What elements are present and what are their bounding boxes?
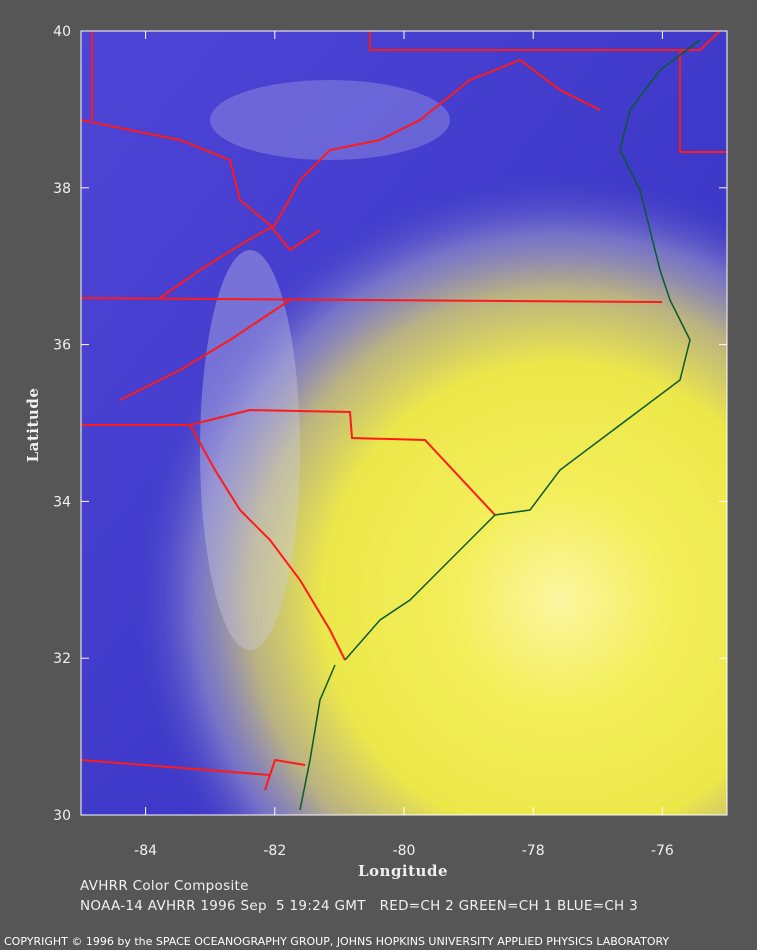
axes: -84 -82 -80 -78 -76 30 32 34 36 38 40: [53, 24, 727, 859]
y-tick-label: 32: [53, 651, 71, 667]
x-tick-label: -76: [651, 843, 674, 859]
y-tick-label: 40: [53, 24, 71, 40]
x-tick-label: -78: [522, 843, 545, 859]
x-tick-label: -84: [134, 843, 157, 859]
x-tick-label: -82: [263, 843, 286, 859]
x-axis-label: Longitude: [358, 862, 448, 880]
copyright: COPYRIGHT © 1996 by the SPACE OCEANOGRAP…: [4, 935, 669, 948]
coastline: [299, 39, 701, 811]
satellite-image: [81, 31, 727, 815]
y-tick-label: 36: [53, 338, 71, 354]
x-tick-label: -80: [393, 843, 416, 859]
caption-line-2: NOAA-14 AVHRR 1996 Sep 5 19:24 GMT RED=C…: [80, 898, 638, 914]
y-tick-label: 34: [53, 494, 71, 510]
y-tick-label: 38: [53, 181, 71, 197]
state-borders: [81, 31, 727, 791]
y-axis-label: Latitude: [24, 388, 42, 463]
y-tick-label: 30: [53, 808, 71, 824]
caption-line-1: AVHRR Color Composite: [80, 878, 249, 894]
